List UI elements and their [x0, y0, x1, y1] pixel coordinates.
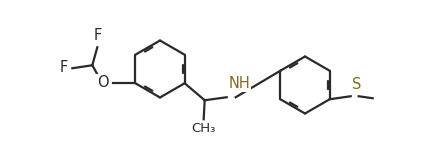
Text: S: S — [351, 77, 361, 92]
Text: NH: NH — [229, 76, 250, 91]
Text: F: F — [60, 60, 68, 75]
Text: S: S — [351, 77, 361, 92]
Text: NH: NH — [229, 76, 250, 91]
Text: F: F — [93, 28, 102, 43]
Text: F: F — [93, 28, 102, 43]
Text: CH₃: CH₃ — [192, 122, 216, 135]
Text: O: O — [97, 75, 109, 90]
Text: F: F — [60, 60, 68, 75]
Text: O: O — [97, 75, 109, 90]
